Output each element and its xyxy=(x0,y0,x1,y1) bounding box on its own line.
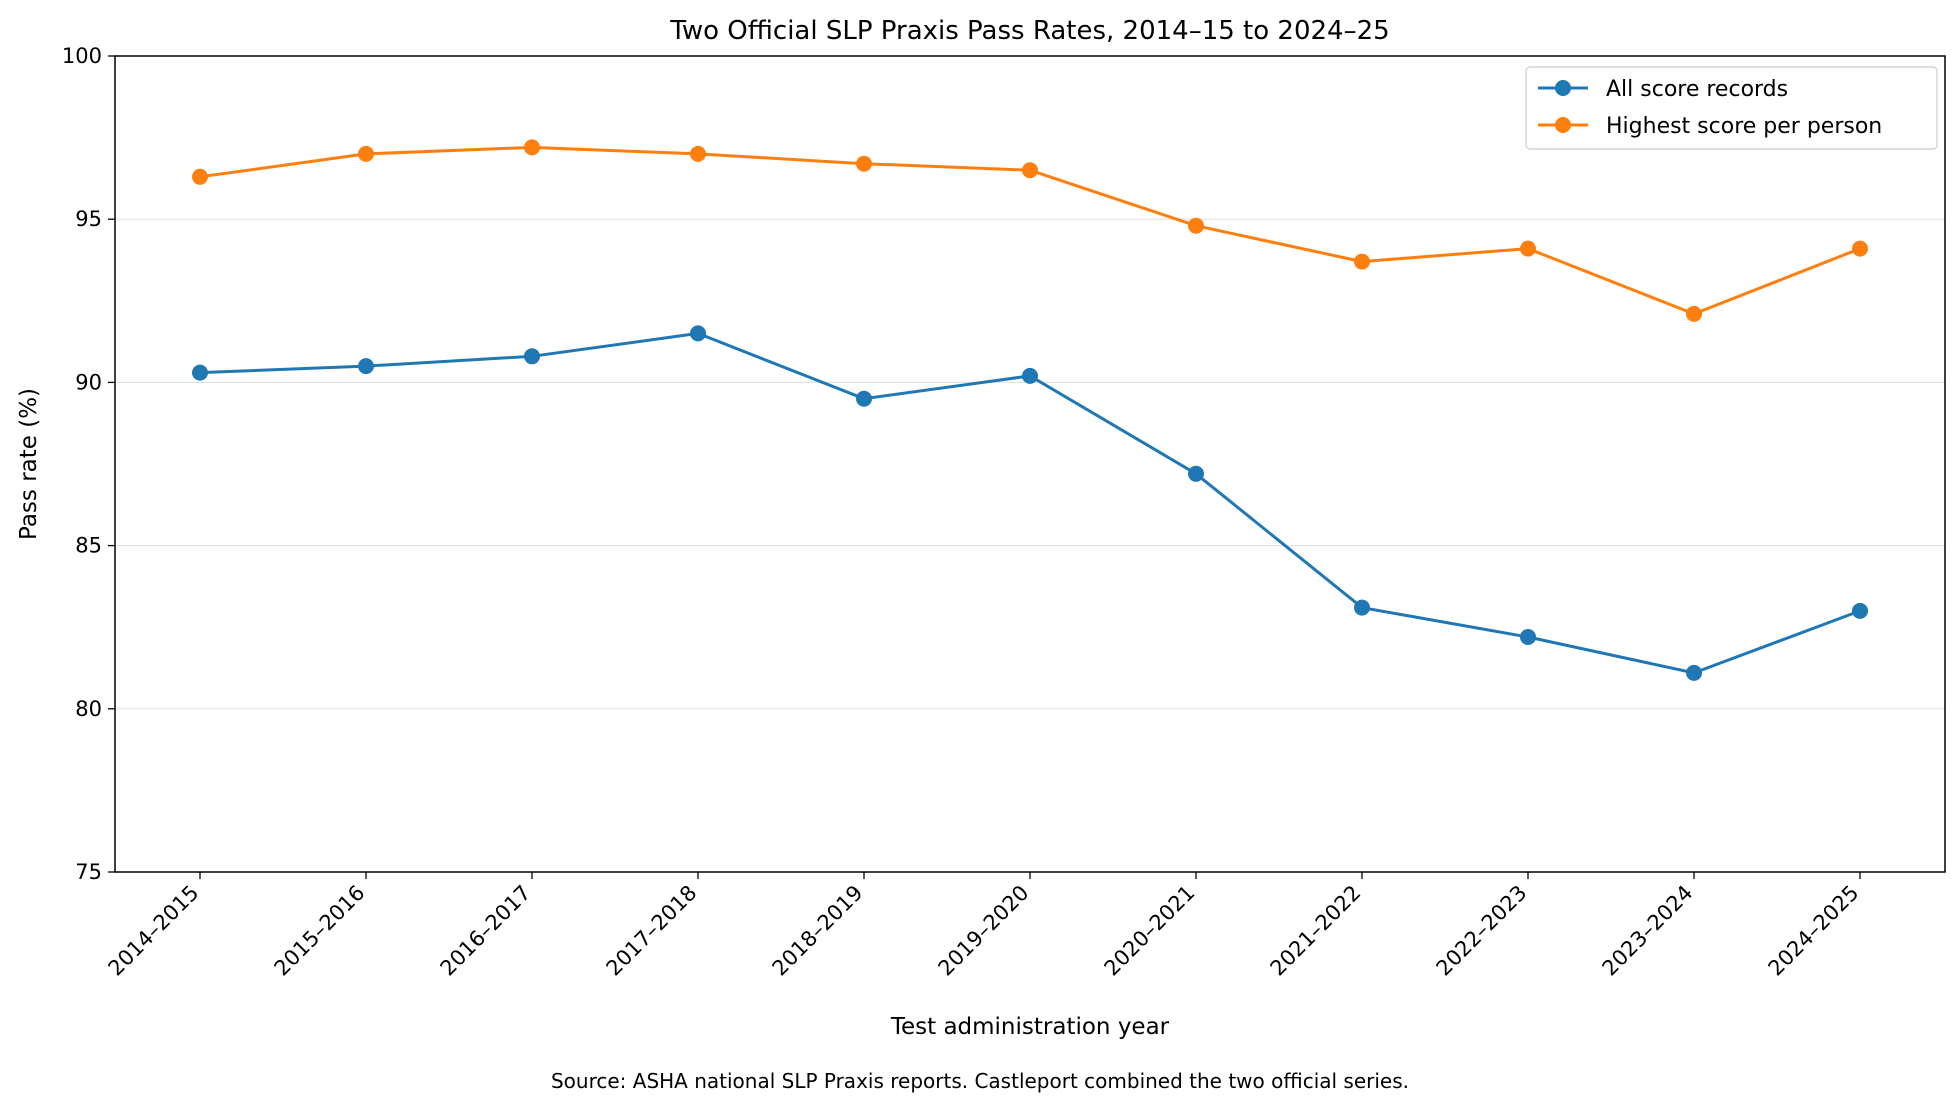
chart-title: Two Official SLP Praxis Pass Rates, 2014… xyxy=(669,16,1389,46)
data-point-highest-score-per-person xyxy=(1686,305,1702,322)
data-point-all-score-records xyxy=(690,325,706,342)
data-point-highest-score-per-person xyxy=(1354,253,1370,270)
data-point-highest-score-per-person xyxy=(1188,217,1204,234)
data-point-all-score-records xyxy=(1188,465,1204,482)
data-point-all-score-records xyxy=(192,364,208,381)
data-point-all-score-records xyxy=(1520,629,1536,645)
legend-frame xyxy=(1525,66,1938,150)
legend-marker-highest-score-per-person xyxy=(1555,117,1571,133)
legend-marker-all-score-records xyxy=(1555,80,1571,96)
series-layer xyxy=(192,139,1868,681)
y-axis-label: Pass rate (%) xyxy=(16,388,42,540)
data-point-highest-score-per-person xyxy=(856,155,872,172)
y-tick-label: 75 xyxy=(75,860,102,884)
series-highest-score-per-person xyxy=(192,139,1868,322)
y-tick-label: 85 xyxy=(75,534,102,558)
legend-label-all-score-records: All score records xyxy=(1606,77,1788,102)
data-point-all-score-records xyxy=(856,390,872,407)
series-all-score-records xyxy=(192,325,1868,681)
data-point-all-score-records xyxy=(1022,367,1038,384)
data-point-highest-score-per-person xyxy=(1022,162,1038,179)
y-axis: 75 80 85 90 95 100 xyxy=(62,44,115,884)
legend: All score records Highest score per pers… xyxy=(1525,66,1938,150)
data-point-highest-score-per-person xyxy=(690,145,706,162)
data-point-all-score-records xyxy=(524,348,540,365)
y-tick-label: 90 xyxy=(75,370,102,394)
data-point-highest-score-per-person xyxy=(1852,240,1868,257)
data-point-highest-score-per-person xyxy=(192,168,208,185)
data-point-all-score-records xyxy=(1354,599,1370,616)
x-axis-label: Test administration year xyxy=(890,1014,1170,1040)
data-point-highest-score-per-person xyxy=(524,139,540,156)
data-point-highest-score-per-person xyxy=(358,145,374,162)
y-tick-label: 80 xyxy=(75,697,102,721)
source-note: Source: ASHA national SLP Praxis reports… xyxy=(551,1069,1409,1093)
data-point-highest-score-per-person xyxy=(1520,240,1536,257)
y-tick-label: 100 xyxy=(62,44,102,68)
data-point-all-score-records xyxy=(358,358,374,375)
data-point-all-score-records xyxy=(1852,602,1868,619)
legend-label-highest-score-per-person: Highest score per person xyxy=(1606,114,1882,139)
y-tick-label: 95 xyxy=(75,207,102,231)
data-point-all-score-records xyxy=(1686,664,1702,681)
